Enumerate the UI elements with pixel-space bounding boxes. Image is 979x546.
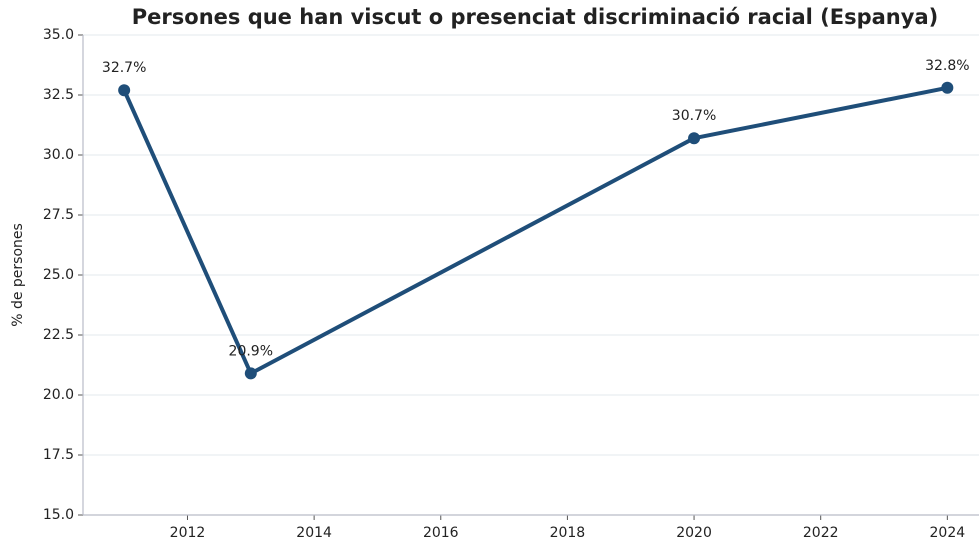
x-tick-label: 2020 [676, 525, 712, 541]
marker [244, 367, 257, 380]
value-label: 20.9% [229, 343, 273, 359]
y-tick-label: 17.5 [43, 447, 74, 463]
marker [688, 132, 701, 145]
y-tick-label: 22.5 [43, 327, 74, 343]
x-tick-label: 2012 [170, 525, 206, 541]
marker [118, 84, 131, 97]
y-tick-label: 30.0 [43, 147, 74, 163]
y-tick-label: 35.0 [43, 27, 74, 43]
chart-title: Persones que han viscut o presenciat dis… [132, 5, 938, 29]
marker [941, 81, 954, 94]
y-tick-label: 32.5 [43, 87, 74, 103]
y-axis-label: % de persones [10, 223, 26, 327]
x-tick-label: 2016 [423, 525, 459, 541]
x-tick-label: 2024 [930, 525, 966, 541]
x-tick-label: 2018 [550, 525, 586, 541]
y-tick-label: 15.0 [43, 507, 74, 523]
x-tick-label: 2022 [803, 525, 839, 541]
y-tick-label: 25.0 [43, 267, 74, 283]
line [122, 85, 948, 376]
y-tick-label: 20.0 [43, 387, 74, 403]
y-tick-label: 27.5 [43, 207, 74, 223]
value-label: 32.8% [925, 58, 969, 74]
x-tick-label: 2014 [296, 525, 332, 541]
value-label: 32.7% [102, 60, 146, 76]
value-label: 30.7% [672, 108, 716, 124]
